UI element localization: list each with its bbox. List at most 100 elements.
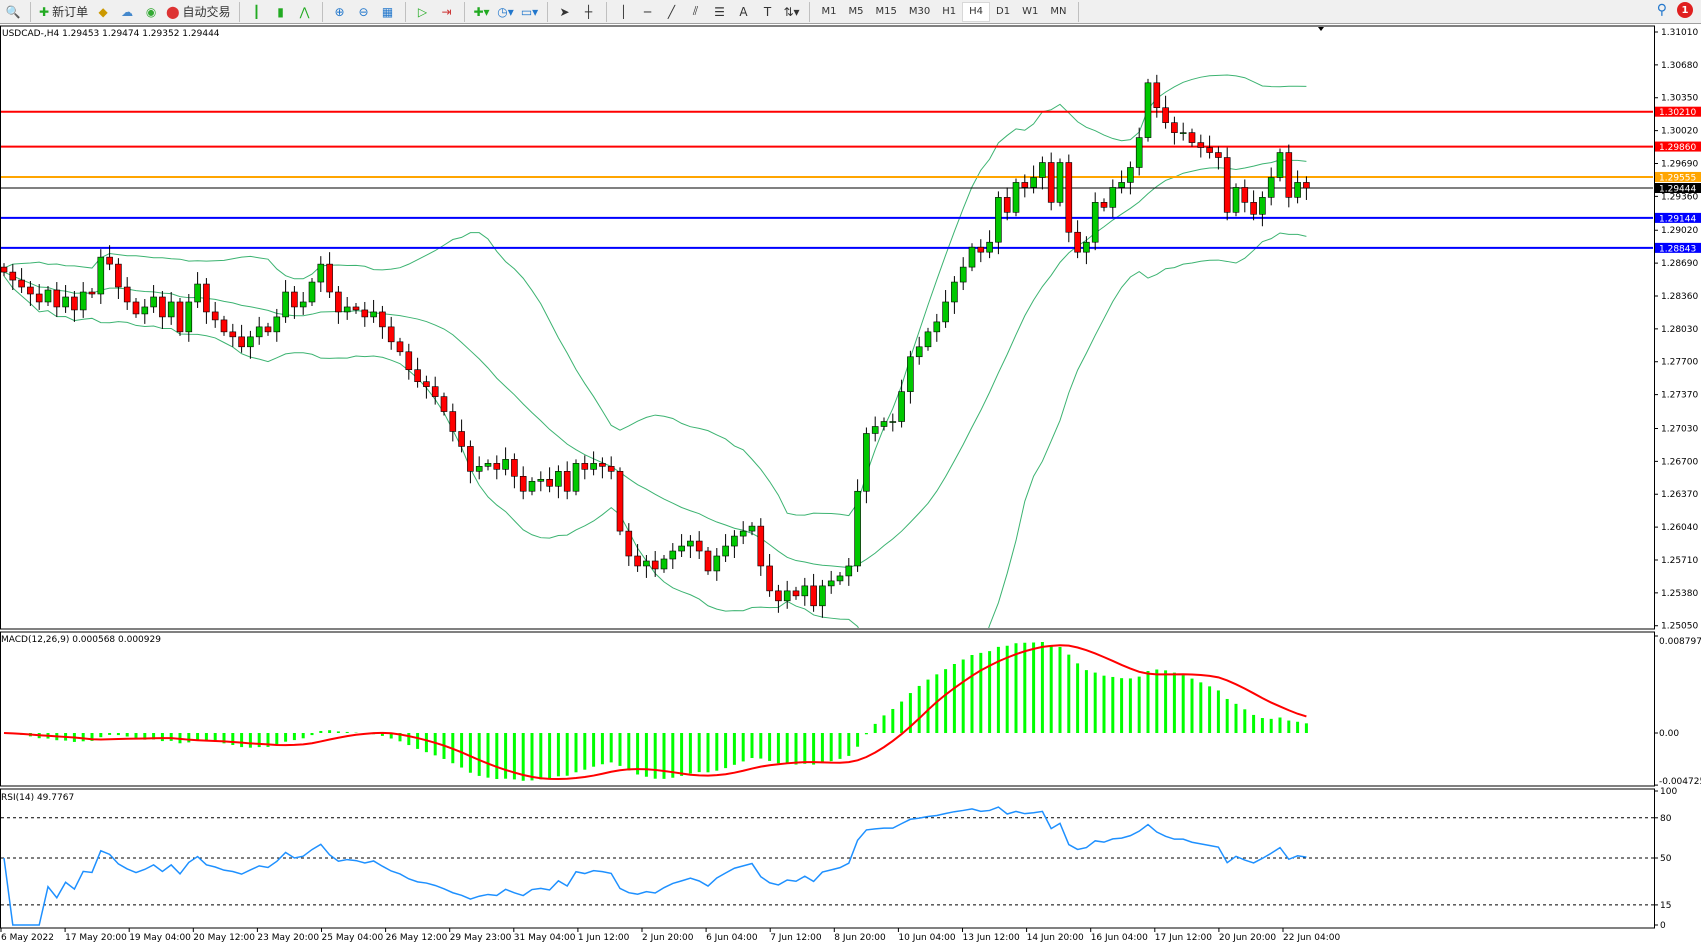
horizontal-line-icon[interactable]: ─	[643, 4, 652, 19]
cursor-icon[interactable]: ➤	[559, 4, 570, 19]
candle-bear	[431, 386, 439, 397]
price-label: 1.28030	[1661, 325, 1698, 335]
auto-scroll-icon[interactable]: ▷	[417, 4, 428, 19]
signals-icon[interactable]: ◉	[145, 4, 157, 19]
trendline-icon[interactable]: ╱	[667, 4, 676, 19]
new-order-button[interactable]: ✚ 新订单	[37, 2, 90, 22]
candle-bear	[775, 590, 782, 602]
candle-bear	[423, 381, 430, 387]
candle-bull	[678, 545, 685, 552]
candle-bear	[977, 246, 985, 253]
candle-bear	[264, 326, 272, 333]
candle-bear	[238, 336, 245, 348]
candle-bull	[1127, 167, 1134, 183]
price-label: 1.27370	[1661, 391, 1698, 401]
price-chart[interactable]: 1.31010 1.30680 1.30350 1.30020 1.29690 1.293…	[0, 24, 1701, 944]
time-label: 6 Jun 04:00	[706, 933, 758, 943]
periods-icon[interactable]: ◷▾	[497, 4, 514, 19]
timeframe-mn[interactable]: MN	[1050, 6, 1067, 17]
candle-bear	[493, 463, 501, 470]
time-label: 22 Jun 04:00	[1283, 933, 1340, 943]
timeframe-w1[interactable]: W1	[1022, 6, 1039, 17]
crosshair-icon[interactable]: ┼	[584, 4, 593, 19]
tile-windows-icon[interactable]: ▦	[381, 4, 394, 19]
auto-trading-button[interactable]: ⬤ 自动交易	[164, 2, 232, 22]
level-price-tag	[1655, 106, 1701, 117]
candle-bear	[106, 256, 113, 265]
candle-bull	[898, 391, 905, 422]
level-price-label: 1.28843	[1659, 244, 1696, 254]
macd-signal-line	[3, 644, 1307, 780]
rsi-axis-label: 80	[1660, 814, 1672, 824]
bollinger-upper	[3, 74, 1307, 517]
candle-bull	[731, 535, 738, 547]
market-watch-icon[interactable]: ◆	[98, 4, 108, 19]
time-label: 20 Jun 20:00	[1219, 933, 1276, 943]
candle-bull	[643, 560, 650, 567]
candle-bull	[1039, 162, 1046, 178]
price-label: 1.30680	[1661, 61, 1698, 71]
time-label: 20 May 12:00	[193, 933, 255, 943]
candle-bull	[669, 550, 677, 560]
candle-bull	[968, 246, 976, 268]
time-label: 16 Jun 04:00	[1091, 933, 1148, 943]
timeframe-d1[interactable]: D1	[996, 6, 1011, 17]
data-window-icon[interactable]: ☁	[121, 4, 134, 19]
zoom-out-icon[interactable]: ⊖	[358, 4, 369, 19]
candle-bear	[115, 263, 122, 288]
candle-bear	[211, 311, 219, 321]
macd-axis-label: 0.008797	[1659, 637, 1701, 647]
candle-bear	[757, 525, 765, 567]
timeframe-h4[interactable]: H4	[962, 1, 991, 22]
candle-bull	[1056, 162, 1064, 203]
candle-bull	[1012, 182, 1020, 213]
fibonacci-icon[interactable]: ☰	[714, 4, 725, 19]
candle-bear	[792, 590, 800, 597]
candle-bear	[291, 291, 298, 308]
time-label: 14 Jun 20:00	[1027, 933, 1084, 943]
arrows-icon[interactable]: ⇅▾	[783, 4, 800, 19]
timeframe-m30[interactable]: M30	[908, 6, 931, 17]
zoom-in-icon[interactable]: ⊕	[334, 4, 345, 19]
candle-bear	[9, 271, 17, 281]
timeframe-m5[interactable]: M5	[848, 6, 864, 17]
candle-bull	[1135, 137, 1143, 168]
chart-shift-icon[interactable]: ⇥	[441, 4, 452, 19]
candle-bull	[845, 565, 853, 577]
templates-icon[interactable]: ▭▾	[520, 4, 539, 19]
candle-bull	[79, 291, 87, 311]
timeframe-m15[interactable]: M15	[875, 6, 897, 17]
new-order-label: 新订单	[52, 5, 89, 19]
candlestick-icon[interactable]: ▮	[277, 4, 284, 19]
notification-badge[interactable]: 1	[1677, 2, 1693, 18]
indicators-icon[interactable]: ✚▾	[473, 4, 490, 19]
line-chart-icon[interactable]: ⋀	[299, 4, 310, 19]
divider	[321, 1, 323, 22]
candle-bear	[326, 263, 333, 293]
time-label: 10 Jun 04:00	[898, 933, 955, 943]
candle-bull	[555, 471, 562, 487]
vertical-line-icon[interactable]: │	[619, 4, 628, 19]
candle-bear	[766, 565, 773, 592]
candle-bull	[863, 433, 870, 492]
equidistant-channel-icon[interactable]: ⫽	[692, 4, 699, 18]
text-icon[interactable]: A	[739, 4, 748, 19]
candle-bear	[607, 466, 615, 472]
text-label-icon[interactable]: T	[763, 4, 772, 19]
timeframe-m1[interactable]: M1	[821, 6, 837, 17]
candle-bear	[176, 301, 184, 333]
bar-chart-icon[interactable]: ┃	[252, 4, 261, 19]
candle-bull	[502, 459, 509, 470]
timeframe-h1[interactable]: H1	[942, 6, 957, 17]
candle-bear	[1021, 182, 1029, 188]
auto-trading-label: 自动交易	[182, 5, 231, 19]
candle-bull	[942, 301, 949, 323]
candle-bear	[1223, 157, 1231, 213]
chart-shift-marker-icon	[1318, 27, 1324, 31]
macd-pane	[0, 631, 1655, 787]
candle-bear	[1100, 202, 1108, 208]
zoom-icon[interactable]: 🔍	[5, 4, 21, 19]
search-icon[interactable]: ⚲	[1656, 2, 1667, 18]
candle-bear	[35, 293, 43, 303]
divider	[605, 1, 607, 22]
